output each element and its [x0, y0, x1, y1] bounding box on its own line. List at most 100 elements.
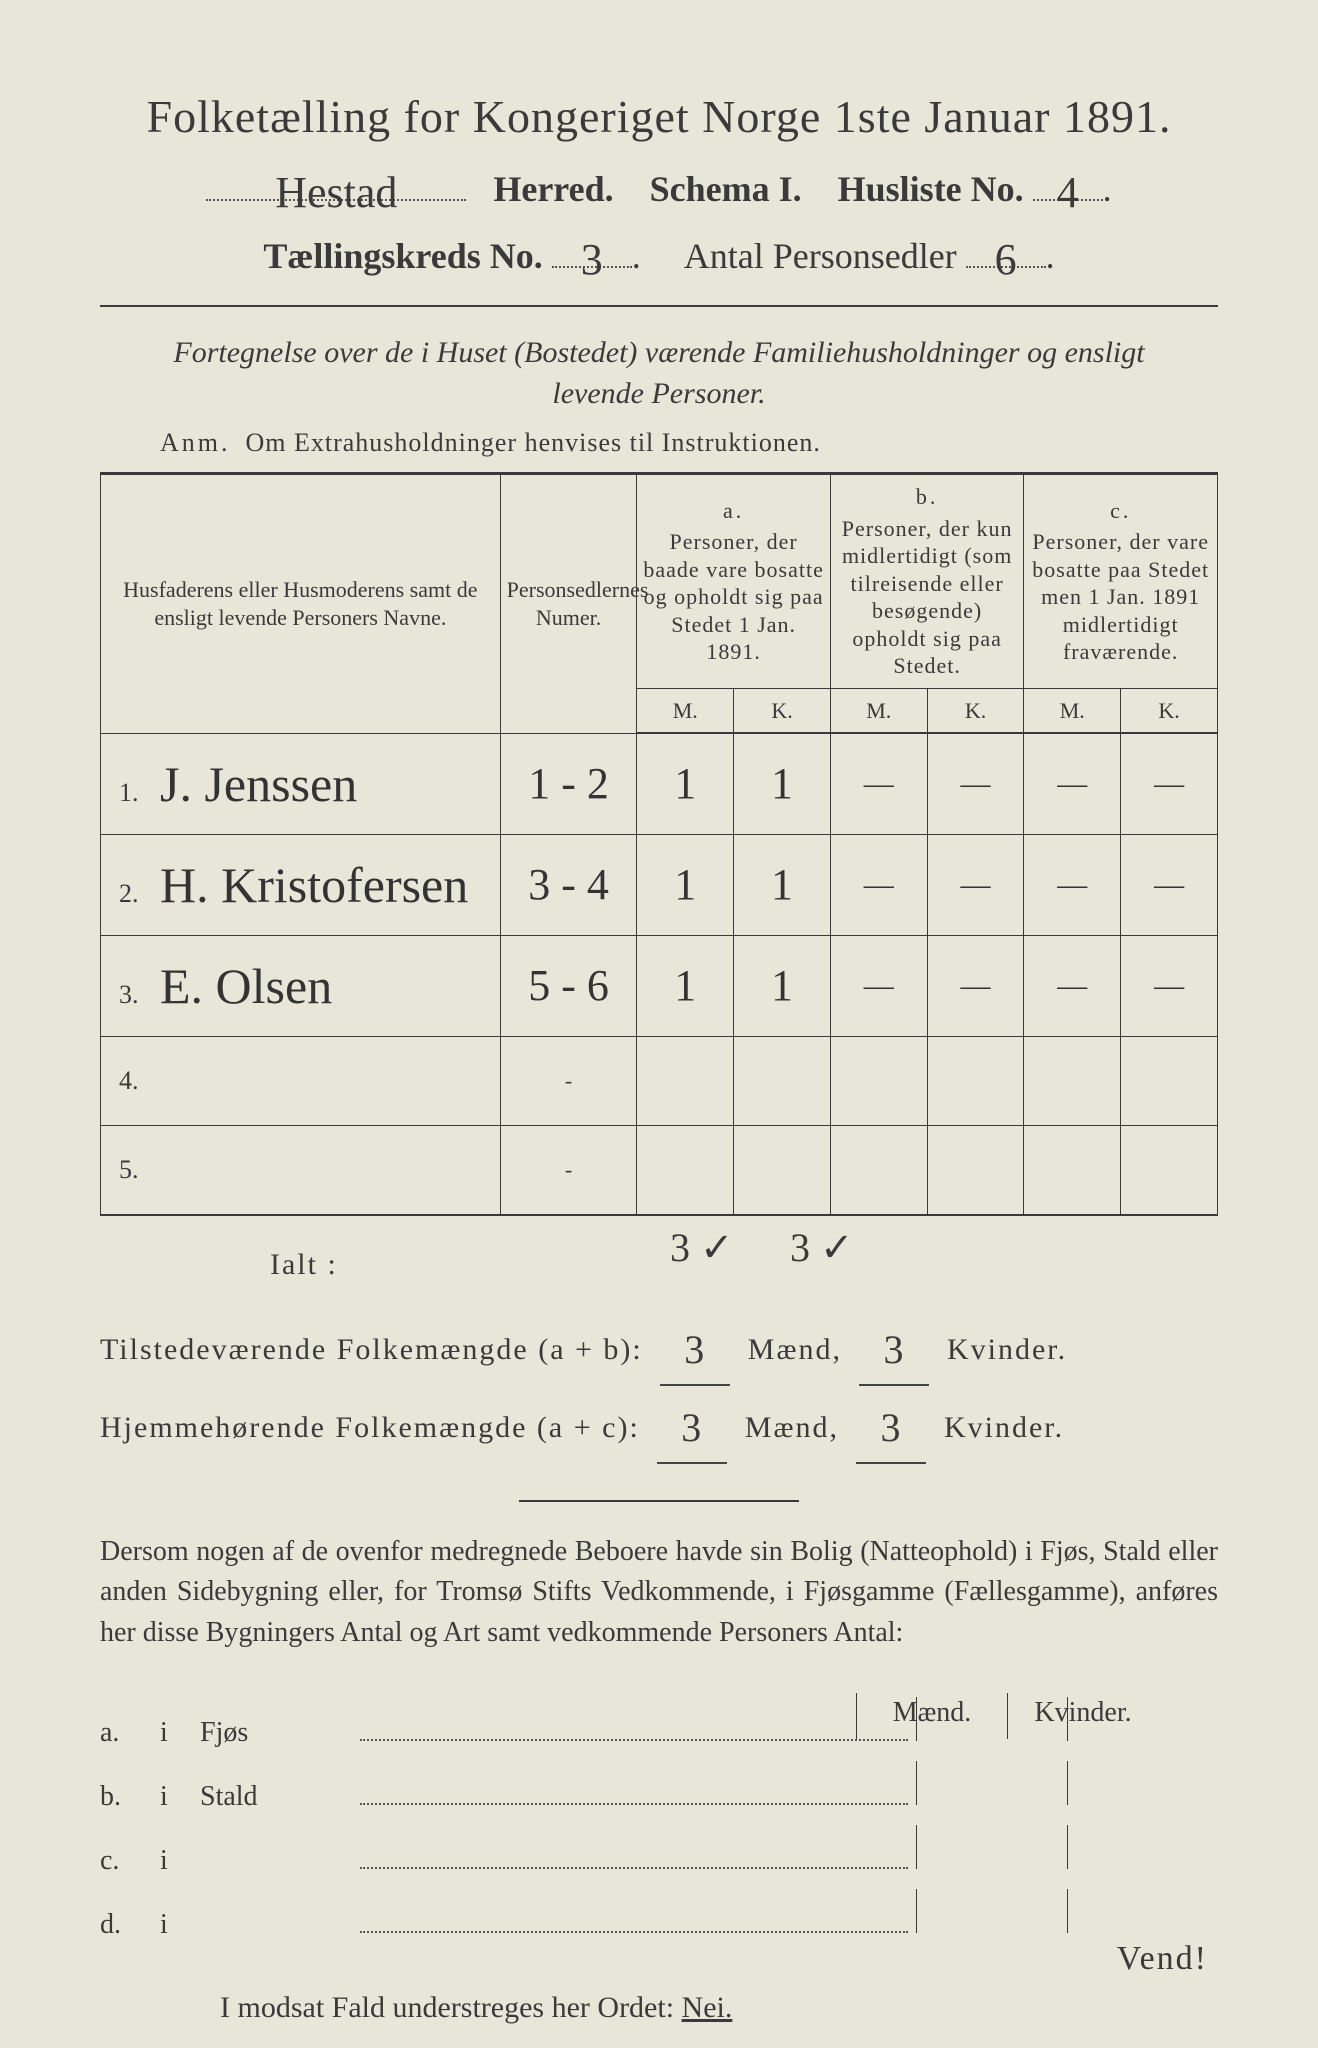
modsat-line: I modsat Fald understreges her Ordet: Ne…: [220, 1991, 1218, 2025]
hdr-a-letter: a.: [643, 497, 824, 525]
summary2-K: 3: [880, 1405, 902, 1450]
row-name: E. Olsen: [160, 958, 332, 1014]
row-num: 1.: [119, 778, 153, 808]
hdr-names: Husfaderens eller Husmoderens samt de en…: [101, 474, 501, 734]
abcd-dots: [360, 1906, 908, 1933]
para2-text: Dersom nogen af de ovenfor medregnede Be…: [100, 1536, 1218, 1648]
cell-bK: —: [961, 767, 991, 800]
cell-cM: —: [1057, 868, 1087, 901]
cell-bM: —: [864, 868, 894, 901]
row-name: H. Kristofersen: [160, 857, 468, 913]
abcd-txt: Stald: [200, 1769, 360, 1825]
cell-cK: —: [1154, 868, 1184, 901]
cell-aK: 1: [771, 860, 793, 909]
modsat-pre: I modsat Fald understreges her Ordet:: [220, 1991, 682, 2024]
hdr-b: b. Personer, der kun midlertidigt (som t…: [830, 474, 1024, 689]
kreds-label: Tællingskreds No.: [263, 236, 542, 276]
schema-label: Schema I.: [650, 169, 802, 209]
household-table: Husfaderens eller Husmoderens samt de en…: [100, 472, 1218, 1216]
hdr-numer: Personsedlernes Numer.: [500, 474, 637, 734]
table-row: 2. H. Kristofersen 3 - 4 1 1 — — — —: [101, 834, 1218, 935]
summary1-label: Tilstedeværende Folkemængde (a + b):: [100, 1333, 643, 1366]
row-numer: 3 - 4: [528, 860, 609, 909]
cell-aK: 1: [771, 759, 793, 808]
row-numer: 5 - 6: [528, 961, 609, 1010]
table-row: 3. E. Olsen 5 - 6 1 1 — — — —: [101, 935, 1218, 1036]
table-body: 1. J. Jenssen 1 - 2 1 1 — — — — 2. H. Kr…: [101, 733, 1218, 1215]
cell-aM: 1: [674, 860, 696, 909]
summary-line-2: Hjemmehørende Folkemængde (a + c): 3 Mæn…: [100, 1386, 1218, 1464]
abcd-lab: a.: [100, 1705, 160, 1761]
abcd-row: d. i: [100, 1889, 1218, 1953]
abcd-i: i: [160, 1705, 200, 1761]
title-text: Folketælling for Kongeriget Norge 1ste J…: [147, 91, 1172, 142]
abcd-dots: [360, 1778, 908, 1805]
summary2-end: Kvinder.: [944, 1411, 1064, 1444]
hdr-c-K: K.: [1121, 688, 1218, 733]
herred-handwritten: Hestad: [275, 168, 397, 217]
husliste-label: Husliste No.: [838, 169, 1024, 209]
row-num: 3.: [119, 980, 153, 1010]
table-row: 4. -: [101, 1036, 1218, 1125]
hdr-c-text: Personer, der vare bosatte paa Stedet me…: [1032, 529, 1209, 664]
anm-line: Anm. Om Extrahusholdninger henvises til …: [160, 428, 1218, 458]
ialt-label: Ialt :: [270, 1248, 338, 1282]
abcd-i: i: [160, 1769, 200, 1825]
row-num: 4.: [119, 1066, 153, 1096]
abcd-cells: [916, 1889, 1218, 1933]
hdr-c-M: M.: [1024, 688, 1121, 733]
abcd-cells: [916, 1761, 1218, 1805]
abcd-lab: d.: [100, 1897, 160, 1953]
cell-bK: —: [961, 868, 991, 901]
mk-maend: Mænd.: [856, 1693, 1007, 1739]
cell-aM: 1: [674, 759, 696, 808]
summary2-mid: Mænd,: [745, 1411, 839, 1444]
row-name: J. Jenssen: [160, 756, 357, 812]
cell-cK: —: [1154, 969, 1184, 1002]
abcd-dots: [360, 1842, 908, 1869]
form-title: Folketælling for Kongeriget Norge 1ste J…: [100, 90, 1218, 143]
summary1-mid: Mænd,: [748, 1333, 842, 1366]
husliste-no: 4: [1057, 168, 1079, 217]
abcd-lab: b.: [100, 1769, 160, 1825]
row-numer: 1 - 2: [528, 759, 609, 808]
table-row: 5. -: [101, 1125, 1218, 1215]
herred-label: Herred.: [493, 169, 613, 209]
hdr-b-K: K.: [927, 688, 1024, 733]
cell-cK: —: [1154, 767, 1184, 800]
mk-block: Mænd. Kvinder. a. i Fjøs b. i Stald c. i: [100, 1697, 1218, 1953]
mk-kvinder: Kvinder.: [1007, 1693, 1158, 1739]
abcd-row: c. i: [100, 1825, 1218, 1889]
intro-line2: levende Personer.: [552, 377, 765, 410]
abcd-txt: Fjøs: [200, 1705, 360, 1761]
ialt-row: Ialt : 3 ✓ 3 ✓: [100, 1224, 1218, 1284]
abcd-i: i: [160, 1897, 200, 1953]
hdr-b-letter: b.: [837, 483, 1018, 511]
cell-aM: 1: [674, 961, 696, 1010]
hdr-b-M: M.: [830, 688, 927, 733]
mk-header: Mænd. Kvinder.: [856, 1693, 1158, 1739]
cell-cM: —: [1057, 767, 1087, 800]
ialt-M: 3 ✓: [670, 1224, 734, 1271]
side-building-paragraph: Dersom nogen af de ovenfor medregnede Be…: [100, 1532, 1218, 1654]
hdr-a: a. Personer, der baade vare bosatte og o…: [637, 474, 831, 689]
kreds-no: 3: [581, 235, 603, 284]
summary-block: Tilstedeværende Folkemængde (a + b): 3 M…: [100, 1308, 1218, 1464]
summary2-label: Hjemmehørende Folkemængde (a + c):: [100, 1411, 640, 1444]
hdr-a-K: K.: [734, 688, 831, 733]
cell-bM: —: [864, 969, 894, 1002]
census-form-page: Folketælling for Kongeriget Norge 1ste J…: [0, 0, 1318, 2048]
hdr-c: c. Personer, der vare bosatte paa Stedet…: [1024, 474, 1218, 689]
hdr-c-letter: c.: [1030, 497, 1211, 525]
cell-aK: 1: [771, 961, 793, 1010]
intro-line1: Fortegnelse over de i Huset (Bostedet) v…: [173, 336, 1144, 369]
hdr-a-text: Personer, der baade vare bosatte og opho…: [643, 529, 823, 664]
antal-no: 6: [995, 235, 1017, 284]
abcd-cells: [916, 1825, 1218, 1869]
divider-1: [100, 305, 1218, 307]
row-numer: -: [565, 1068, 572, 1093]
header-line-3: Tællingskreds No. 3 . Antal Personsedler…: [100, 228, 1218, 277]
ialt-K: 3 ✓: [790, 1224, 854, 1271]
vend-label: Vend!: [1117, 1940, 1208, 1978]
abcd-i: i: [160, 1833, 200, 1889]
